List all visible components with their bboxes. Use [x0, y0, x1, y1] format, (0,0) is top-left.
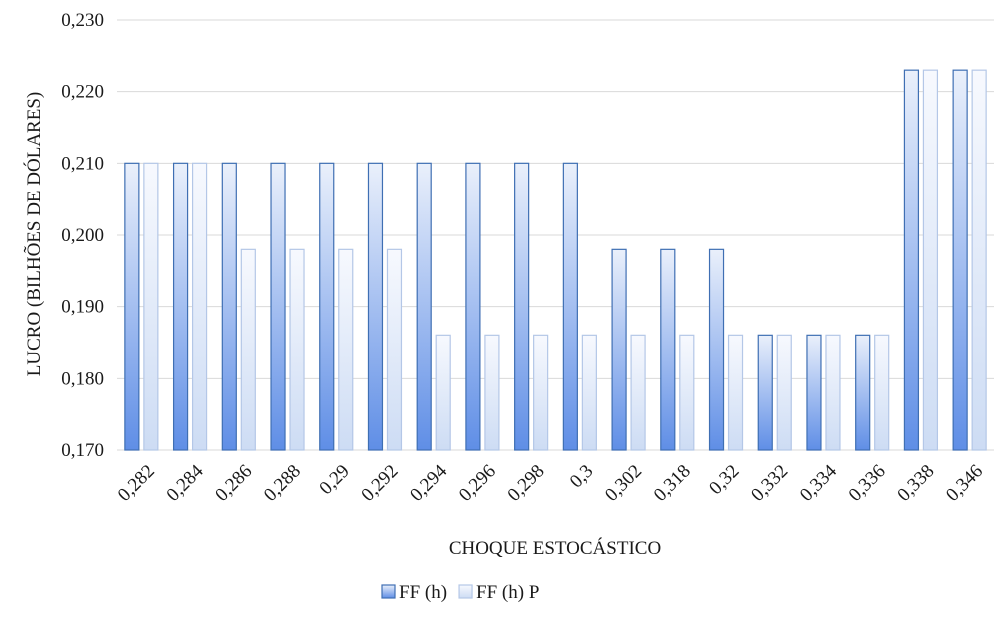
bar-ff-h: [465, 162, 481, 451]
x-axis-title: CHOQUE ESTOCÁSTICO: [449, 537, 661, 559]
x-tick-label: 0,32: [705, 461, 743, 499]
bar-ff-h: [172, 162, 189, 451]
x-tick-label: 0,336: [845, 461, 890, 506]
bar-ff-h-p: [191, 162, 208, 451]
bar-ff-h-p: [386, 248, 403, 451]
y-axis-title: LUCRO (BILHÕES DE DÓLARES): [23, 92, 45, 376]
legend: FF (h) FF (h) P: [381, 582, 539, 603]
bar-ff-h: [270, 162, 286, 451]
x-tick-label: 0,338: [893, 461, 938, 506]
bar-ff-h-p: [435, 334, 451, 451]
bar-ff-h: [660, 248, 676, 451]
bar-ff-h: [367, 162, 384, 451]
x-tick-label: 0,302: [601, 461, 646, 506]
bar-ff-h-p: [484, 334, 500, 451]
bars: [124, 69, 987, 451]
x-tick-label: 0,334: [796, 460, 841, 505]
x-tick-label: 0,346: [942, 461, 987, 506]
bar-ff-h: [514, 162, 530, 451]
bar-ff-h: [562, 162, 578, 451]
x-tick-label: 0,282: [114, 461, 159, 506]
bar-ff-h: [903, 69, 920, 451]
gridlines: [117, 19, 994, 451]
y-tick-labels: 0,170 0,180 0,190 0,200 0,210 0,220 0,230: [61, 10, 104, 461]
bar-ff-h: [124, 162, 140, 451]
legend-swatch: [381, 584, 396, 599]
bar-ff-h-p: [581, 334, 597, 451]
x-tick-label: 0,298: [504, 461, 549, 506]
bar-ff-h-p: [630, 334, 646, 451]
bar-ff-h: [757, 334, 773, 451]
bar-ff-h-p: [874, 334, 890, 451]
bar-ff-h-p: [825, 334, 841, 451]
bar-ff-h: [221, 162, 237, 451]
y-tick-label: 0,230: [61, 10, 104, 31]
x-tick-label: 0,29: [315, 461, 353, 499]
bar-ff-h: [855, 334, 871, 451]
bar-ff-h-p: [289, 248, 305, 451]
legend-swatch: [458, 584, 473, 599]
x-tick-label: 0,294: [406, 460, 451, 505]
bar-ff-h: [806, 334, 822, 451]
x-tick-label: 0,332: [747, 461, 792, 506]
bar-ff-h-p: [922, 69, 939, 451]
bar-ff-h: [416, 162, 432, 451]
x-tick-label: 0,284: [163, 460, 208, 505]
bar-ff-h-p: [679, 334, 695, 451]
x-tick-label: 0,296: [455, 461, 500, 506]
bar-ff-h-p: [971, 69, 987, 451]
y-tick-label: 0,210: [61, 153, 104, 174]
y-tick-label: 0,180: [61, 368, 104, 389]
x-tick-labels: 0,282 0,284 0,286 0,288 0,29 0,292 0,294 0,296 0…: [114, 460, 987, 505]
x-tick-label: 0,286: [211, 461, 256, 506]
x-tick-label: 0,318: [650, 461, 695, 506]
bar-ff-h-p: [240, 248, 256, 451]
y-tick-label: 0,200: [61, 225, 104, 246]
bar-ff-h-p: [727, 334, 744, 451]
legend-label: FF (h): [399, 582, 447, 603]
bar-ff-h-p: [143, 162, 159, 451]
legend-label: FF (h) P: [476, 582, 539, 603]
bar-ff-h-p: [338, 248, 354, 451]
bar-ff-h: [952, 69, 968, 451]
x-tick-label: 0,3: [566, 461, 598, 493]
x-tick-label: 0,292: [357, 461, 402, 506]
bar-ff-h: [611, 248, 627, 451]
y-tick-label: 0,190: [61, 297, 104, 318]
bar-ff-h-p: [776, 334, 792, 451]
bar-ff-h: [708, 248, 725, 451]
bar-ff-h-p: [533, 334, 549, 451]
y-tick-label: 0,170: [61, 440, 104, 461]
x-tick-label: 0,288: [260, 461, 305, 506]
bar-ff-h: [319, 162, 335, 451]
y-tick-label: 0,220: [61, 82, 104, 103]
